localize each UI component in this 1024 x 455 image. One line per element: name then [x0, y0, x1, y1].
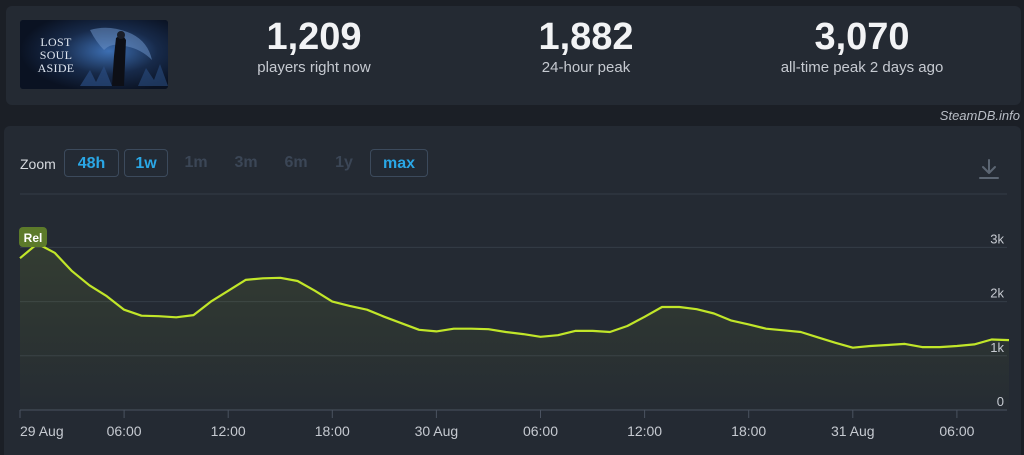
- x-tick-label: 06:00: [939, 423, 974, 439]
- stat-value: 3,070: [814, 16, 910, 58]
- cover-art-icon: [20, 20, 168, 89]
- stat-value: 1,209: [266, 16, 362, 58]
- zoom-48h-button[interactable]: 48h: [64, 149, 119, 177]
- download-icon[interactable]: [977, 157, 1001, 181]
- stat-value: 1,882: [538, 16, 634, 58]
- zoom-1m-button: 1m: [184, 154, 208, 171]
- x-tick-label: 31 Aug: [831, 423, 875, 439]
- y-tick-label: 2k: [990, 286, 1004, 301]
- x-tick-label: 30 Aug: [415, 423, 459, 439]
- zoom-3m-button: 3m: [234, 154, 258, 171]
- game-cover-image[interactable]: LOST SOUL ASIDE: [20, 20, 168, 89]
- stat-label: 24-hour peak: [541, 59, 631, 76]
- player-chart-plot[interactable]: 3k 2k 1k 0 29 Aug 06:00 12:00 18:00 30 Aug 06:00…: [4, 126, 1021, 455]
- zoom-1y-button: 1y: [335, 154, 353, 171]
- player-count-chart: Zoom 48h 1w 1m 3m 6m 1y max 3k 2k 1k 0 29 A…: [4, 126, 1021, 455]
- zoom-label: Zoom: [20, 156, 56, 172]
- stat-label: all-time peak 2 days ago: [780, 59, 944, 76]
- stats-panel: LOST SOUL ASIDE 1,209 players right now …: [6, 6, 1021, 105]
- stat-label: players right now: [257, 59, 371, 76]
- stat-all-time-peak: 3,070 all-time peak 2 days ago: [742, 16, 982, 78]
- zoom-max-button[interactable]: max: [370, 149, 428, 177]
- x-tick-label: 06:00: [107, 423, 142, 439]
- release-marker[interactable]: [19, 227, 47, 247]
- cover-title: LOST SOUL ASIDE: [37, 35, 75, 75]
- series-line[interactable]: [19, 242, 1010, 349]
- zoom-1w-button[interactable]: 1w: [124, 149, 168, 177]
- x-tick-label: 06:00: [523, 423, 558, 439]
- x-tick-label: 12:00: [211, 423, 246, 439]
- x-tick-label: 12:00: [627, 423, 662, 439]
- stat-current-players: 1,209 players right now: [194, 16, 434, 78]
- y-tick-label: 1k: [990, 340, 1004, 355]
- stat-24h-peak: 1,882 24-hour peak: [466, 16, 706, 78]
- y-tick-label: 3k: [990, 231, 1004, 246]
- x-tick-label: 29 Aug: [20, 423, 64, 439]
- zoom-6m-button: 6m: [284, 154, 308, 171]
- y-tick-label: 0: [997, 394, 1004, 409]
- x-tick-label: 18:00: [731, 423, 766, 439]
- steamdb-credit-link[interactable]: SteamDB.info: [939, 108, 1020, 123]
- x-tick-label: 18:00: [315, 423, 350, 439]
- release-marker-label: Rel: [24, 231, 43, 245]
- series-area: [20, 243, 1009, 410]
